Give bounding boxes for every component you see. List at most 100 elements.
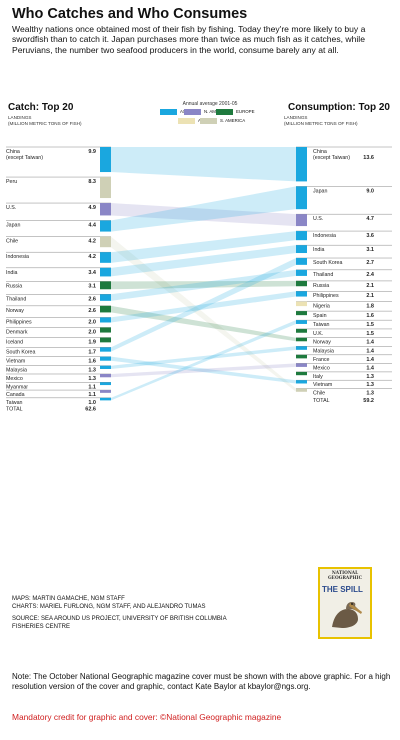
consumption-label-indonesia: Indonesia <box>313 233 336 239</box>
catch-value-iceland: 1.9 <box>88 340 96 346</box>
consumption-value-chile: 1.3 <box>366 390 374 396</box>
catch-total-label: TOTAL <box>6 406 23 412</box>
flow-band-taiwan <box>111 320 296 401</box>
catch-subheader-2: (MILLION METRIC TONS OF FISH) <box>8 121 82 126</box>
catch-bar-canada <box>100 390 111 393</box>
consumption-label-chile: Chile <box>313 390 325 396</box>
legend-swatch <box>216 109 233 115</box>
catch-value-mexico: 1.3 <box>88 376 96 382</box>
consumption-label-mexico: Mexico <box>313 365 330 371</box>
consumption-bar-france <box>296 354 307 359</box>
catch-value-vietnam: 1.6 <box>88 359 96 365</box>
catch-bar-thailand <box>100 294 111 301</box>
consumption-subheader-2: (MILLION METRIC TONS OF FISH) <box>284 121 358 126</box>
catch-value-india: 3.4 <box>88 270 97 276</box>
consumption-value-russia: 2.1 <box>366 283 374 289</box>
catch-bar-india <box>100 267 111 277</box>
consumption-label-malaysia: Malaysia <box>313 348 334 354</box>
catch-value-peru: 8.3 <box>88 179 96 185</box>
catch-value-south-korea: 1.7 <box>88 349 96 355</box>
catch-value-russia: 3.1 <box>88 283 96 289</box>
consumption-bar-thailand <box>296 269 307 276</box>
catch-label-south-korea: South Korea <box>6 349 36 355</box>
consumption-total-label: TOTAL <box>313 398 330 404</box>
flow-band-vietnam <box>111 356 296 384</box>
consumption-bar-italy <box>296 371 307 376</box>
flow-band-mexico <box>111 363 296 378</box>
catch-value-u-s: 4.9 <box>88 205 96 211</box>
legend-swatch <box>178 118 195 124</box>
catch-label-norway: Norway <box>6 308 24 314</box>
consumption-value-mexico: 1.4 <box>366 365 375 371</box>
catch-bar-south-korea <box>100 347 111 352</box>
consumption-value-taiwan: 1.5 <box>366 322 374 328</box>
flow-band-chile <box>111 236 296 392</box>
catch-bar-denmark <box>100 327 111 333</box>
legend-swatch <box>184 109 201 115</box>
consumption-value-italy: 1.3 <box>366 374 374 380</box>
legend-label: EUROPE <box>236 109 255 114</box>
credit-source: SOURCE: SEA AROUND US PROJECT, UNIVERSIT… <box>12 616 227 622</box>
consumption-label-india: India <box>313 247 325 253</box>
consumption-value-spain: 1.6 <box>366 313 374 319</box>
catch-label-japan: Japan <box>6 222 20 228</box>
flow-band-philippines <box>111 291 296 323</box>
magazine-cover: NATIONAL GEOGRAPHIC THE SPILL <box>318 567 372 639</box>
catch-bar-peru <box>100 177 111 199</box>
catch-label-china: China (except Taiwan) <box>6 149 43 161</box>
consumption-label-vietnam: Vietnam <box>313 382 333 388</box>
legend-title: Annual average 2001-05 <box>182 101 238 107</box>
catch-value-malaysia: 1.3 <box>88 368 96 374</box>
consumption-bar-norway <box>296 337 307 342</box>
catch-bar-iceland <box>100 337 111 343</box>
consumption-value-philippines: 2.1 <box>366 293 374 299</box>
catch-value-denmark: 2.0 <box>88 329 96 335</box>
catch-value-thailand: 2.6 <box>88 296 96 302</box>
flow-band-u-s <box>111 203 296 227</box>
catch-bar-norway <box>100 305 111 313</box>
consumption-label-france: France <box>313 357 330 363</box>
catch-label-u-s: U.S. <box>6 205 16 211</box>
catch-bar-philippines <box>100 317 111 323</box>
catch-value-philippines: 2.0 <box>88 319 96 325</box>
catch-label-indonesia: Indonesia <box>6 254 29 260</box>
mandatory-credit: Mandatory credit for graphic and cover: … <box>12 712 282 722</box>
cover-headline: THE SPILL <box>322 585 363 594</box>
consumption-value-u-k: 1.5 <box>366 331 374 337</box>
legend-label: S. AMERICA <box>220 118 246 123</box>
graphic-title: Who Catches and Who Consumes <box>12 6 248 22</box>
consumption-bar-spain <box>296 311 307 316</box>
catch-value-china: 9.9 <box>88 149 96 155</box>
consumption-bar-chile <box>296 388 307 392</box>
consumption-bar-taiwan <box>296 320 307 324</box>
flow-band-india <box>111 245 296 277</box>
consumption-bar-vietnam <box>296 380 307 384</box>
consumption-value-u-s: 4.7 <box>366 216 374 222</box>
consumption-total-value: 59.2 <box>363 398 374 404</box>
consumption-label-thailand: Thailand <box>313 272 333 278</box>
consumption-bar-south-korea <box>296 258 307 265</box>
consumption-bar-china <box>296 147 307 182</box>
consumption-bar-nigeria <box>296 301 307 307</box>
note-text: Note: The October National Geographic ma… <box>12 672 391 691</box>
consumption-bar-indonesia <box>296 231 307 241</box>
cover-masthead: NATIONAL GEOGRAPHIC <box>320 571 370 581</box>
consumption-label-philippines: Philippines <box>313 293 339 299</box>
catch-label-chile: Chile <box>6 239 18 245</box>
catch-label-canada: Canada <box>6 392 25 398</box>
consumption-label-u-k: U.K. <box>313 331 323 337</box>
catch-bar-u-s <box>100 203 111 216</box>
consumption-value-indonesia: 3.6 <box>366 233 374 239</box>
consumption-value-france: 1.4 <box>366 357 375 363</box>
consumption-value-norway: 1.4 <box>366 340 375 346</box>
consumption-bar-philippines <box>296 291 307 297</box>
flow-band-norway <box>111 305 296 342</box>
flow-band-japan <box>111 186 296 232</box>
catch-value-indonesia: 4.2 <box>88 254 96 260</box>
catch-label-vietnam: Vietnam <box>6 359 26 365</box>
credit-maps: MAPS: MARTIN GAMACHE, NGM STAFF <box>12 596 125 602</box>
flow-band-south-korea <box>111 258 296 352</box>
catch-bar-taiwan <box>100 397 111 401</box>
consumption-value-vietnam: 1.3 <box>366 382 374 388</box>
consumption-label-nigeria: Nigeria <box>313 304 330 310</box>
